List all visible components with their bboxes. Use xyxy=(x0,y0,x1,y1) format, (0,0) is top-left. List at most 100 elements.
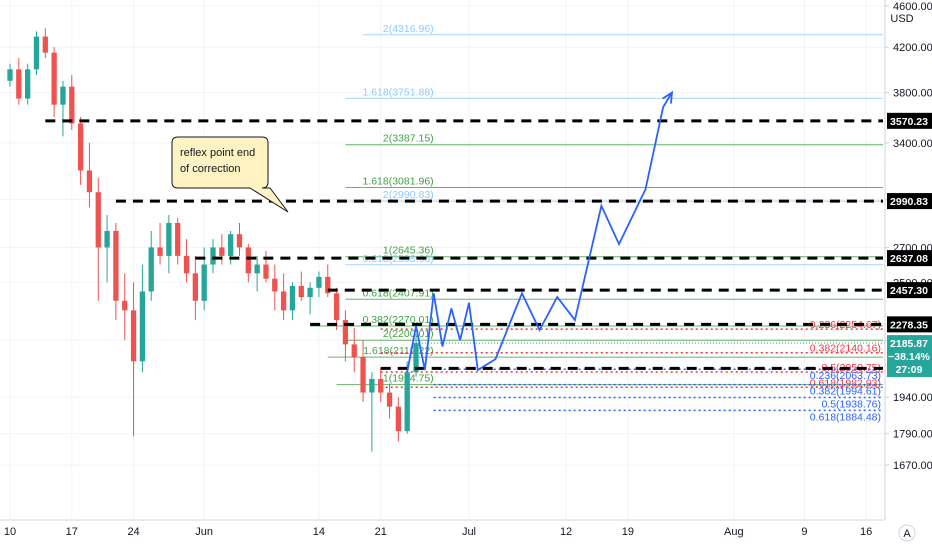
candle[interactable] xyxy=(139,264,146,373)
key-level-badge xyxy=(887,316,932,333)
candle-body xyxy=(192,273,199,301)
candle[interactable] xyxy=(25,63,31,105)
key-level-label: 3570.23 xyxy=(890,116,928,128)
candle[interactable] xyxy=(95,177,101,301)
candle[interactable] xyxy=(263,250,269,283)
candle[interactable] xyxy=(183,239,190,283)
candle-body xyxy=(33,36,40,70)
fib-level-label: 1(2645.36) xyxy=(383,245,434,257)
candle[interactable] xyxy=(130,282,137,437)
fib-red-label: 0.382(2140.16) xyxy=(810,343,881,355)
fib-levels: 2(4316.96) 1.618(3751.88) 2(3387.15) 1.618(… xyxy=(310,23,883,423)
current-price-change: −38.14% xyxy=(888,351,930,363)
candle[interactable] xyxy=(148,230,154,301)
candle[interactable] xyxy=(33,31,40,76)
y-tick-label: 1670.00 xyxy=(893,460,932,472)
callout[interactable]: reflex point end of correction xyxy=(171,136,289,213)
candle[interactable] xyxy=(42,28,48,59)
candle-body xyxy=(175,222,181,256)
candle-body xyxy=(325,276,331,294)
fib-blue-label: 0.618(1884.48) xyxy=(810,411,881,423)
candle[interactable] xyxy=(166,215,172,274)
price-axis[interactable] xyxy=(885,0,932,550)
auto-scale-label: A xyxy=(903,528,911,540)
fib-level-label: 2(4316.96) xyxy=(383,23,434,35)
candle[interactable] xyxy=(77,117,84,185)
candle[interactable] xyxy=(289,282,296,321)
candle[interactable] xyxy=(351,328,357,373)
key-level-label: 2637.08 xyxy=(890,253,928,265)
candle[interactable] xyxy=(236,222,243,256)
candle[interactable] xyxy=(298,271,304,301)
candle-body xyxy=(360,357,366,393)
auto-scale-button[interactable]: A xyxy=(898,524,916,542)
candle-body xyxy=(51,52,57,105)
candle-body xyxy=(86,170,93,193)
candle-body xyxy=(378,378,384,393)
candle-body xyxy=(307,287,313,298)
candle[interactable] xyxy=(316,271,322,298)
y-tick-label: 3800.00 xyxy=(893,88,932,100)
key-level-badge xyxy=(887,250,932,267)
axis-badges: 3570.232990.832637.082457.302278.352067.… xyxy=(887,112,932,378)
x-tick-label: 10 xyxy=(4,526,16,538)
fib-blue-label: 0.5(1938.76) xyxy=(821,399,881,411)
candle-body xyxy=(7,69,13,81)
candle[interactable] xyxy=(378,367,384,402)
candle[interactable] xyxy=(16,58,22,105)
x-tick-label: Jul xyxy=(462,526,476,538)
x-tick-label: 24 xyxy=(127,526,139,538)
candle[interactable] xyxy=(307,282,313,315)
candle[interactable] xyxy=(122,273,128,341)
candle-body xyxy=(298,285,304,298)
projection-arrowhead xyxy=(662,90,674,104)
projection-path[interactable] xyxy=(406,92,673,373)
candle-body xyxy=(210,247,216,265)
candle[interactable] xyxy=(175,218,181,265)
fib-blue-label: 0.382(1994.61) xyxy=(810,386,881,398)
fib-level-label: 1.618(2119.22) xyxy=(363,345,433,357)
currency-label: USD xyxy=(890,13,913,25)
candle[interactable] xyxy=(395,397,402,442)
candle[interactable] xyxy=(245,244,251,283)
candle[interactable] xyxy=(272,264,278,311)
candle[interactable] xyxy=(280,273,287,321)
candle-body xyxy=(104,230,110,248)
x-tick-label: Aug xyxy=(724,526,744,538)
y-tick-label: 3400.00 xyxy=(893,138,932,150)
candle[interactable] xyxy=(51,47,57,118)
candle[interactable] xyxy=(157,222,163,265)
candle-body xyxy=(351,344,357,358)
fib-level-label: 2(3387.15) xyxy=(383,133,434,145)
candle[interactable] xyxy=(60,80,66,137)
candle-body xyxy=(122,300,128,311)
candle[interactable] xyxy=(210,239,216,274)
candle[interactable] xyxy=(325,264,331,298)
candle-body xyxy=(25,69,31,99)
candle[interactable] xyxy=(342,310,349,362)
candle[interactable] xyxy=(404,361,410,434)
candle-body xyxy=(386,392,393,407)
candle-body xyxy=(369,378,375,393)
candle-body xyxy=(60,86,66,105)
candle-body xyxy=(280,291,287,311)
candle[interactable] xyxy=(104,215,110,283)
fib-blue-label: 0.236(2063.73) xyxy=(810,370,881,382)
callout-bubble[interactable] xyxy=(171,136,289,213)
candle[interactable] xyxy=(386,383,393,419)
candle[interactable] xyxy=(113,222,119,321)
candle[interactable] xyxy=(254,255,260,292)
candle-body xyxy=(148,247,154,292)
key-levels xyxy=(45,119,885,370)
candle[interactable] xyxy=(369,372,375,452)
current-price-badge xyxy=(887,335,932,378)
fib-red-label: 0.618(1982.93) xyxy=(810,377,881,389)
candle[interactable] xyxy=(360,340,366,402)
plot-area[interactable] xyxy=(0,0,885,520)
candle-body xyxy=(130,310,137,362)
candle[interactable] xyxy=(192,255,199,321)
key-level-label: 2990.83 xyxy=(890,196,928,208)
candle[interactable] xyxy=(86,142,93,208)
candle[interactable] xyxy=(7,63,13,87)
